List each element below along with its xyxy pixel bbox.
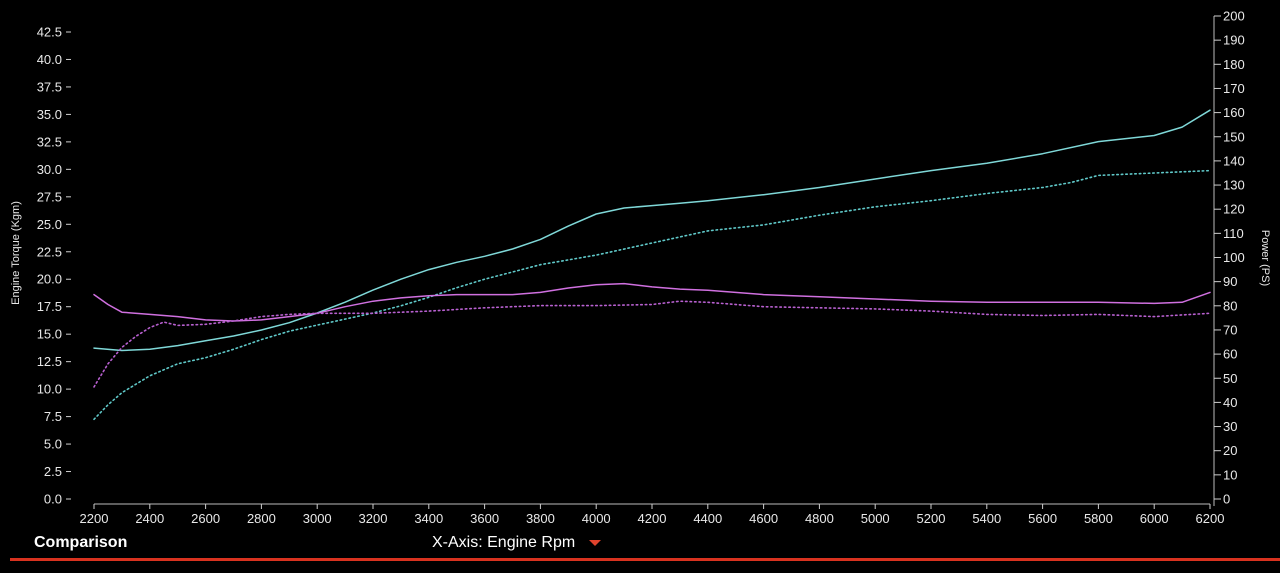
series-line-3 bbox=[93, 282, 1211, 322]
x-tick-label: 2400 bbox=[135, 511, 164, 526]
y-right-tick-label: 170 bbox=[1223, 81, 1245, 96]
chart-axes: 0.0 2.5 5.0 7.5 10.0 12.5 15.0 17.5 20.0 22.5 25.0… bbox=[37, 9, 1245, 527]
x-tick-label: 4600 bbox=[749, 511, 778, 526]
x-tick-label: 5000 bbox=[861, 511, 890, 526]
x-tick-label: 5600 bbox=[1028, 511, 1057, 526]
x-axis-selector[interactable]: X-Axis: Engine Rpm bbox=[432, 534, 602, 552]
x-tick-label: 2200 bbox=[80, 511, 109, 526]
x-tick-label: 4200 bbox=[638, 511, 667, 526]
x-tick-label: 3400 bbox=[414, 511, 443, 526]
torque-power-chart: 0.0 2.5 5.0 7.5 10.0 12.5 15.0 17.5 20.0 22.5 25.0… bbox=[10, 9, 1271, 527]
y-right-tick-label: 160 bbox=[1223, 105, 1245, 120]
x-tick-label: 2800 bbox=[247, 511, 276, 526]
y-right-tick-label: 60 bbox=[1223, 347, 1237, 362]
chart-plot-area bbox=[93, 109, 1211, 421]
x-tick-label: 3200 bbox=[359, 511, 388, 526]
x-tick-label: 4400 bbox=[693, 511, 722, 526]
y-left-tick-label: 42.5 bbox=[37, 25, 62, 40]
x-tick-label: 5200 bbox=[917, 511, 946, 526]
y-right-tick-label: 80 bbox=[1223, 298, 1237, 313]
y-right-tick-label: 90 bbox=[1223, 274, 1237, 289]
x-tick-label: 4800 bbox=[805, 511, 834, 526]
y-left-tick-label: 30.0 bbox=[37, 162, 62, 177]
y-right-tick-label: 110 bbox=[1223, 226, 1244, 241]
y-left-tick-label: 10.0 bbox=[37, 382, 62, 397]
y-left-tick-label: 12.5 bbox=[37, 354, 62, 369]
y-left-tick-label: 37.5 bbox=[37, 79, 62, 94]
y-right-tick-label: 100 bbox=[1223, 250, 1245, 265]
x-tick-label: 3000 bbox=[303, 511, 332, 526]
x-tick-label: 4000 bbox=[582, 511, 611, 526]
y-right-tick-label: 180 bbox=[1223, 57, 1245, 72]
y-right-tick-label: 10 bbox=[1223, 467, 1237, 482]
y-right-tick-label: 130 bbox=[1223, 178, 1245, 193]
series-line-4 bbox=[93, 300, 1211, 388]
x-tick-label: 3600 bbox=[470, 511, 499, 526]
y-left-tick-label: 7.5 bbox=[44, 409, 62, 424]
y-left-tick-label: 25.0 bbox=[37, 217, 62, 232]
y-left-tick-label: 17.5 bbox=[37, 299, 62, 314]
y-right-tick-label: 30 bbox=[1223, 419, 1237, 434]
x-tick-label: 2600 bbox=[191, 511, 220, 526]
y-axis-left-title: Engine Torque (Kgm) bbox=[10, 201, 22, 305]
y-left-tick-label: 15.0 bbox=[37, 327, 62, 342]
y-axis-right-title: Power (PS) bbox=[1259, 230, 1271, 286]
y-right-tick-label: 150 bbox=[1223, 129, 1245, 144]
series-line-1 bbox=[93, 109, 1211, 352]
y-left-tick-label: 22.5 bbox=[37, 244, 62, 259]
x-tick-label: 3800 bbox=[526, 511, 555, 526]
y-right-tick-label: 190 bbox=[1223, 33, 1245, 48]
footer-divider bbox=[10, 558, 1280, 561]
y-left-tick-label: 5.0 bbox=[44, 437, 62, 452]
chart-footer: Comparison X-Axis: Engine Rpm bbox=[0, 528, 1280, 573]
y-right-tick-label: 120 bbox=[1223, 202, 1245, 217]
y-left-tick-label: 2.5 bbox=[44, 464, 62, 479]
y-left-tick-label: 20.0 bbox=[37, 272, 62, 287]
y-right-tick-label: 20 bbox=[1223, 443, 1237, 458]
y-left-tick-label: 32.5 bbox=[37, 134, 62, 149]
y-left-tick-label: 0.0 bbox=[44, 492, 62, 507]
y-right-tick-label: 140 bbox=[1223, 153, 1245, 168]
series-line-2 bbox=[93, 169, 1211, 421]
x-tick-label: 6000 bbox=[1140, 511, 1169, 526]
y-right-tick-label: 50 bbox=[1223, 371, 1237, 386]
y-left-tick-label: 40.0 bbox=[37, 52, 62, 67]
x-tick-label: 5400 bbox=[972, 511, 1001, 526]
y-right-tick-label: 40 bbox=[1223, 395, 1237, 410]
x-axis-selector-label: X-Axis: Engine Rpm bbox=[432, 534, 576, 551]
y-left-tick-label: 27.5 bbox=[37, 189, 62, 204]
x-tick-label: 5800 bbox=[1084, 511, 1113, 526]
y-right-tick-label: 70 bbox=[1223, 322, 1237, 337]
y-right-tick-label: 0 bbox=[1223, 492, 1230, 507]
x-tick-label: 6200 bbox=[1196, 511, 1225, 526]
comparison-label: Comparison bbox=[34, 534, 128, 551]
y-left-tick-label: 35.0 bbox=[37, 107, 62, 122]
chevron-down-icon bbox=[589, 539, 602, 546]
y-right-tick-label: 200 bbox=[1223, 9, 1245, 24]
